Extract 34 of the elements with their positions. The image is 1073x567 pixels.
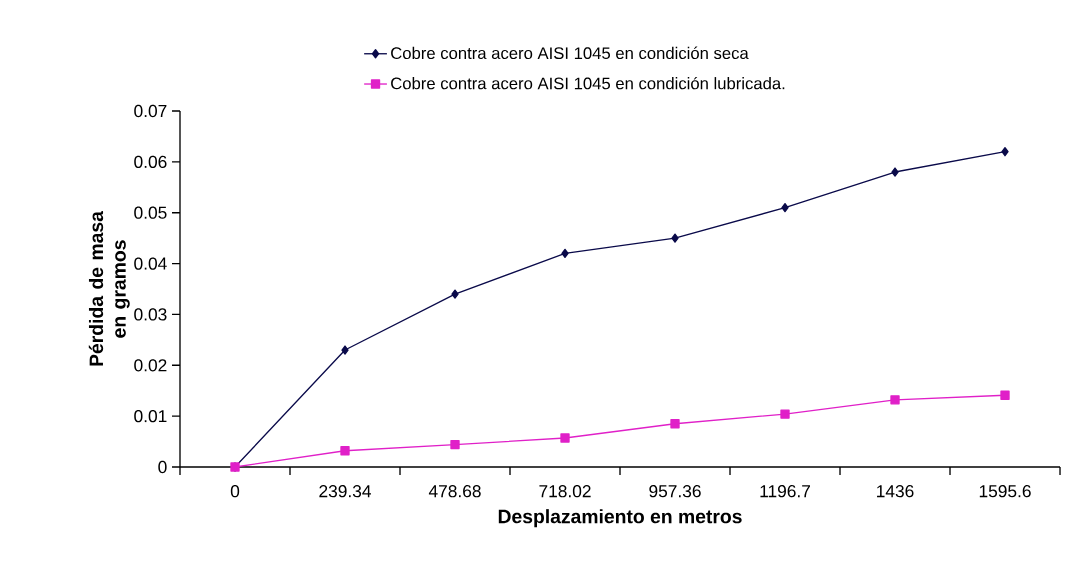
y-tick-label: 0 xyxy=(158,460,167,474)
legend-label: Cobre contra acero AISI 1045 en condición lubricada. xyxy=(391,76,785,90)
y-tick-label: 0.03 xyxy=(134,308,167,321)
point xyxy=(781,202,789,213)
y-tick-label: 0.01 xyxy=(134,410,167,423)
y-tick-label: 0.07 xyxy=(134,104,167,118)
legend-label: Cobre contra acero AISI 1045 en condición seca xyxy=(391,46,749,60)
x-tick-label: 957.36 xyxy=(649,485,701,498)
point xyxy=(780,409,790,419)
x-tick-label: 1595.6 xyxy=(979,485,1031,498)
x-tick-label: 239.34 xyxy=(319,485,371,498)
point xyxy=(1001,147,1009,157)
point xyxy=(891,167,899,177)
point xyxy=(561,248,569,259)
point xyxy=(560,433,570,443)
x-tick-label: 718.02 xyxy=(539,485,591,498)
point xyxy=(341,345,349,355)
point xyxy=(451,289,459,299)
y-tick-label: 0.06 xyxy=(134,155,167,168)
x-tick-label: 478.68 xyxy=(428,485,481,498)
point xyxy=(340,446,350,456)
point xyxy=(450,439,460,450)
x-tick-label: 1196.7 xyxy=(760,485,810,498)
point xyxy=(1000,390,1010,400)
x-tick-label: 0 xyxy=(230,485,240,498)
point xyxy=(670,419,680,429)
x-tick-label: 1436 xyxy=(877,485,914,498)
y-tick-label: 0.02 xyxy=(134,359,167,372)
point xyxy=(671,233,679,243)
x-axis-title: Desplazamiento en metros xyxy=(498,509,742,528)
y-axis-title: Pérdida de masa en gramos xyxy=(88,210,130,366)
point xyxy=(890,395,900,405)
y-tick-label: 0.04 xyxy=(134,257,167,270)
y-tick-label: 0.05 xyxy=(134,206,167,219)
